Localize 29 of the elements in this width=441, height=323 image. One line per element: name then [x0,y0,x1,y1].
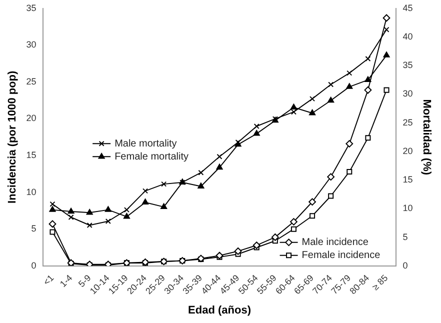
y-axis-title: Incidencia (por 1000 pop) [6,70,19,204]
y-tick-label: 20 [26,113,36,124]
y2-tick-label: 45 [402,2,413,13]
y-tick-label: 0 [31,260,36,270]
y2-tick-label: 10 [402,203,413,214]
y2-tick-label: 20 [402,146,413,156]
legend-label: Female incidence [302,250,381,262]
legend-label: Female mortality [114,151,188,162]
x-tick-label: ≥ 85 [370,272,390,292]
y2-tick-label: 30 [402,88,413,99]
y-tick-label: 10 [26,186,36,197]
y-tick-label: 35 [26,2,36,13]
x-tick-label: 5-9 [76,272,93,290]
y2-tick-label: 40 [402,31,413,42]
y-tick-label: 30 [26,40,36,50]
y2-tick-label: 35 [402,60,413,70]
x-tick-label: <1 [41,272,56,288]
x-axis-title: Edad (años) [188,304,252,316]
y2-tick-label: 5 [402,232,408,242]
y-tick-label: 5 [31,224,36,234]
y-tick-label: 15 [26,150,36,160]
legend-label: Male mortality [114,138,177,150]
y2-axis-title: Mortalidad (%) [420,99,432,176]
y2-tick-label: 0 [402,260,408,270]
y2-tick-label: 15 [402,174,413,185]
y-tick-label: 25 [26,76,36,86]
x-tick-label: 1-4 [58,272,74,290]
y2-tick-label: 25 [402,117,413,128]
legend-label: Male incidence [302,237,369,248]
